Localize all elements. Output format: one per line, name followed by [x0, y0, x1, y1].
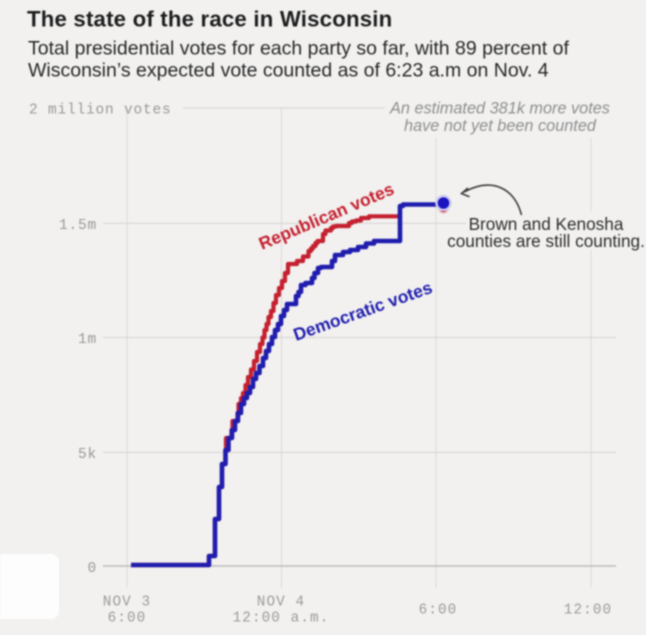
svg-text:counties are still counting.: counties are still counting.: [447, 231, 645, 251]
svg-text:Wisconsin’s expected vote coun: Wisconsin’s expected vote counted as of …: [28, 60, 549, 82]
svg-text:Total presidential votes for e: Total presidential votes for each party …: [28, 38, 569, 60]
svg-text:2 million votes: 2 million votes: [29, 103, 172, 119]
svg-text:The state of the race in Wisco: The state of the race in Wisconsin: [27, 7, 392, 32]
svg-text:have not yet been counted: have not yet been counted: [404, 117, 597, 135]
svg-text:12:00 a.m.: 12:00 a.m.: [233, 611, 330, 627]
svg-text:NOV 4: NOV 4: [257, 595, 305, 611]
svg-text:An estimated 381k more votes: An estimated 381k more votes: [389, 100, 610, 118]
svg-text:6:00: 6:00: [419, 603, 458, 619]
svg-text:6:00: 6:00: [108, 611, 147, 627]
svg-text:0: 0: [87, 561, 97, 577]
svg-text:5k: 5k: [78, 447, 97, 463]
svg-text:1m: 1m: [78, 332, 97, 348]
svg-text:NOV 3: NOV 3: [103, 595, 151, 611]
svg-text:12:00: 12:00: [564, 603, 612, 619]
svg-text:1.5m: 1.5m: [59, 218, 97, 234]
svg-text:Brown and Kenosha: Brown and Kenosha: [469, 214, 624, 234]
